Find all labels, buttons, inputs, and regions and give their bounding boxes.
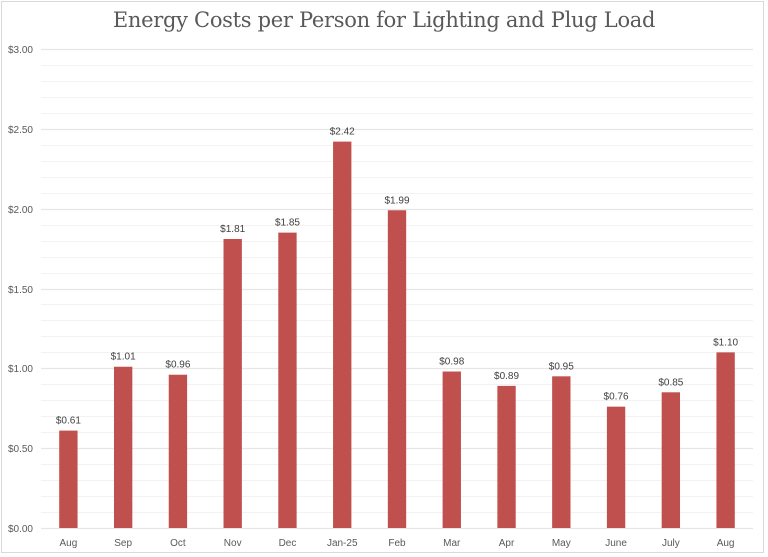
y-tick-label: $0.50 [8, 444, 33, 455]
bar-nov [223, 239, 242, 528]
y-tick-label: $1.00 [8, 364, 33, 375]
data-label: $0.96 [165, 360, 190, 371]
x-tick-label: May [552, 538, 571, 549]
x-tick-label: Apr [499, 538, 515, 549]
bar-dec [278, 232, 297, 528]
data-label: $0.98 [439, 357, 464, 368]
data-label: $1.81 [220, 224, 245, 235]
bar-apr [497, 385, 516, 528]
bar-aug-2 [716, 352, 735, 528]
bar-june [606, 406, 626, 528]
x-tick-label: Feb [388, 538, 406, 549]
y-tick-label: $2.50 [8, 125, 33, 136]
bar-may [552, 376, 571, 528]
bar-sep [113, 366, 133, 528]
data-label: $1.10 [713, 337, 738, 348]
data-label: $0.95 [549, 361, 574, 372]
x-tick-label: Jan-25 [327, 538, 358, 549]
x-tick-label: Sep [114, 538, 132, 549]
y-tick-label: $2.00 [8, 205, 33, 216]
data-label: $1.99 [384, 195, 409, 206]
data-label: $0.76 [604, 392, 629, 403]
data-label: $1.85 [275, 218, 300, 229]
bar-mar [442, 371, 461, 528]
data-label: $0.85 [658, 377, 683, 388]
bar-feb [387, 210, 407, 528]
data-labels: $0.61 $1.01 $0.96 $1.81 $1.85 $2.42 $1.99 $0.98… [56, 127, 739, 427]
x-tick-label: June [605, 538, 627, 549]
data-label: $1.01 [111, 352, 136, 363]
bars [59, 141, 735, 528]
x-tick-label: Aug [59, 538, 77, 549]
bar-oct [168, 374, 188, 528]
y-tick-label: $1.50 [8, 285, 33, 296]
data-label: $0.89 [494, 371, 519, 382]
chart-title: Energy Costs per Person for Lighting and… [112, 8, 656, 32]
bar-aug [59, 430, 78, 528]
x-tick-label: Dec [279, 538, 297, 549]
bar-jan-25 [333, 141, 352, 528]
data-label: $0.61 [56, 416, 81, 427]
x-tick-label: Oct [170, 538, 186, 549]
x-tick-label: Aug [717, 538, 735, 549]
x-axis-tick-labels: Aug Sep Oct Nov Dec Jan-25 Feb Mar Apr May June Jul… [59, 538, 734, 549]
x-tick-label: July [662, 538, 680, 549]
y-tick-label: $0.00 [8, 524, 33, 535]
x-tick-label: Nov [224, 538, 242, 549]
bar-july [661, 392, 681, 528]
x-tick-label: Mar [443, 538, 461, 549]
y-tick-label: $3.00 [8, 45, 33, 56]
data-label: $2.42 [330, 127, 355, 138]
y-axis-tick-labels: $0.00 $0.50 $1.00 $1.50 $2.00 $2.50 $3.00 [8, 45, 33, 535]
